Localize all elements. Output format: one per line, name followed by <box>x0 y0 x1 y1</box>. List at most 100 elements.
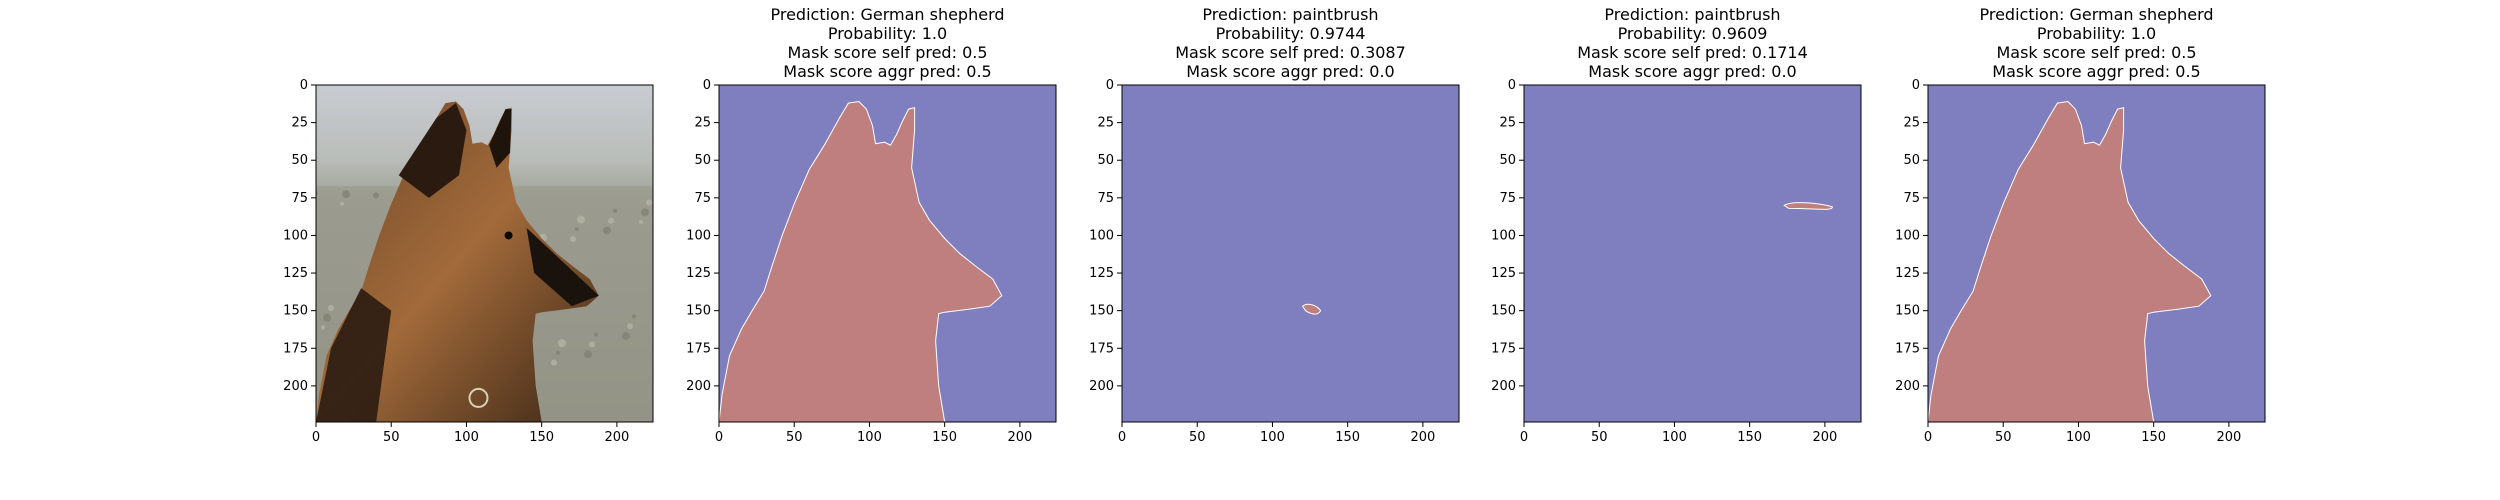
x-tick-label: 200 <box>1812 430 1837 445</box>
axes-frame <box>1121 84 1460 423</box>
field-texture <box>639 220 643 224</box>
y-tick-label: 175 <box>1491 341 1516 356</box>
field-texture <box>323 313 331 322</box>
y-tick-label: 50 <box>1097 153 1114 168</box>
subplot-title-line: Prediction: paintbrush <box>1604 5 1780 24</box>
subplot-title-line: Mask score aggr pred: 0.0 <box>1588 62 1796 81</box>
dog-collar-ring <box>468 387 489 408</box>
y-tick-label: 25 <box>1499 116 1516 131</box>
field-texture <box>577 215 585 224</box>
x-tick-label: 0 <box>312 430 320 445</box>
y-tick-label: 0 <box>703 78 711 93</box>
field-texture <box>622 331 630 340</box>
y-tick-label: 75 <box>1097 191 1114 206</box>
field-texture <box>340 201 344 206</box>
x-tick-label: 150 <box>932 430 957 445</box>
mask-region <box>719 100 1003 422</box>
y-tick-label: 75 <box>1903 191 1920 206</box>
y-tick-label: 75 <box>291 191 308 206</box>
y-tick-label: 125 <box>686 266 711 281</box>
field-texture <box>551 359 557 366</box>
field-texture <box>594 332 598 337</box>
y-tick-label: 150 <box>1491 304 1516 319</box>
subplot-title-line: Mask score aggr pred: 0.5 <box>783 62 991 81</box>
y-tick-label: 150 <box>686 304 711 319</box>
y-tick-label: 150 <box>1089 304 1114 319</box>
field-texture <box>646 199 652 206</box>
axes-frame <box>315 84 654 423</box>
y-tick-label: 100 <box>1089 228 1114 243</box>
x-tick-label: 100 <box>2066 430 2091 445</box>
y-tick-label: 100 <box>686 228 711 243</box>
field-texture <box>627 323 633 330</box>
dog-ear-right <box>489 109 512 168</box>
subplot-5: Prediction: German shepherdProbability: … <box>1895 5 2266 445</box>
subplot-title-line: Mask score self pred: 0.1714 <box>1577 43 1808 62</box>
image-content <box>1928 85 2265 422</box>
y-tick-label: 50 <box>291 153 308 168</box>
x-tick-label: 200 <box>2216 430 2241 445</box>
x-tick-label: 50 <box>383 430 400 445</box>
x-tick-label: 150 <box>529 430 554 445</box>
mask-region <box>1928 100 2212 422</box>
subplot-title-line: Probability: 0.9744 <box>1216 24 1366 43</box>
y-tick-label: 100 <box>283 228 308 243</box>
y-tick-label: 175 <box>1089 341 1114 356</box>
y-tick-label: 200 <box>283 379 308 394</box>
y-tick-label: 0 <box>1106 78 1114 93</box>
x-tick-label: 0 <box>1520 430 1528 445</box>
y-tick-label: 25 <box>1097 116 1114 131</box>
field-texture <box>632 314 636 319</box>
x-tick-label: 0 <box>1118 430 1126 445</box>
subplot-title-line: Mask score self pred: 0.5 <box>787 43 987 62</box>
field-texture <box>328 305 334 312</box>
field-texture <box>589 341 595 348</box>
subplot-title-line: Mask score self pred: 0.3087 <box>1175 43 1406 62</box>
x-tick-label: 50 <box>1995 430 2012 445</box>
y-tick-label: 75 <box>694 191 711 206</box>
x-tick-label: 0 <box>1924 430 1932 445</box>
field-texture <box>603 226 611 235</box>
axes-frame <box>1523 84 1862 423</box>
image-content <box>316 85 653 422</box>
subplot-title-line: Probability: 1.0 <box>828 24 947 43</box>
y-tick-label: 0 <box>1912 78 1920 93</box>
image-content <box>719 85 1056 422</box>
y-tick-label: 100 <box>1895 228 1920 243</box>
y-tick-label: 25 <box>291 116 308 131</box>
x-tick-label: 200 <box>604 430 629 445</box>
dog-ear-left <box>398 103 467 198</box>
subplot-title-line: Prediction: paintbrush <box>1202 5 1378 24</box>
y-tick-label: 200 <box>1491 379 1516 394</box>
y-tick-label: 125 <box>1491 266 1516 281</box>
x-tick-label: 150 <box>1335 430 1360 445</box>
field-texture <box>641 208 649 217</box>
y-tick-label: 125 <box>1089 266 1114 281</box>
y-tick-label: 175 <box>1895 341 1920 356</box>
subplot-2: Prediction: German shepherdProbability: … <box>686 5 1057 445</box>
image-content <box>1122 85 1459 422</box>
field-texture <box>613 209 617 214</box>
y-tick-label: 50 <box>1903 153 1920 168</box>
subplot-title-line: Prediction: German shepherd <box>770 5 1004 24</box>
y-tick-label: 175 <box>283 341 308 356</box>
subplot-title-line: Mask score self pred: 0.5 <box>1996 43 2196 62</box>
field-texture <box>570 235 576 242</box>
dog-saddle <box>316 288 392 422</box>
y-tick-label: 150 <box>1895 304 1920 319</box>
y-tick-label: 200 <box>686 379 711 394</box>
mask-region <box>1301 303 1322 315</box>
subplot-title-line: Probability: 0.9609 <box>1618 24 1768 43</box>
field-texture <box>321 325 325 330</box>
subplot-title-line: Mask score aggr pred: 0.0 <box>1186 62 1394 81</box>
field-texture <box>575 227 579 232</box>
mask-background <box>1122 85 1459 422</box>
y-tick-label: 0 <box>300 78 308 93</box>
field-texture <box>608 217 614 224</box>
x-tick-label: 0 <box>715 430 723 445</box>
x-tick-label: 100 <box>454 430 479 445</box>
x-tick-label: 50 <box>786 430 803 445</box>
